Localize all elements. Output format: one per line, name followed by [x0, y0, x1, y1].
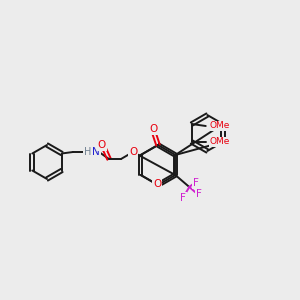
Text: O: O	[129, 147, 137, 157]
Text: OMe: OMe	[210, 122, 230, 130]
Text: O: O	[153, 179, 161, 189]
Text: O: O	[98, 140, 106, 150]
Text: F: F	[194, 178, 199, 188]
Text: F: F	[196, 189, 202, 199]
Text: N: N	[92, 147, 100, 157]
Text: OMe: OMe	[210, 137, 230, 146]
Text: O: O	[149, 124, 157, 134]
Text: F: F	[180, 193, 186, 203]
Text: H: H	[84, 147, 92, 157]
